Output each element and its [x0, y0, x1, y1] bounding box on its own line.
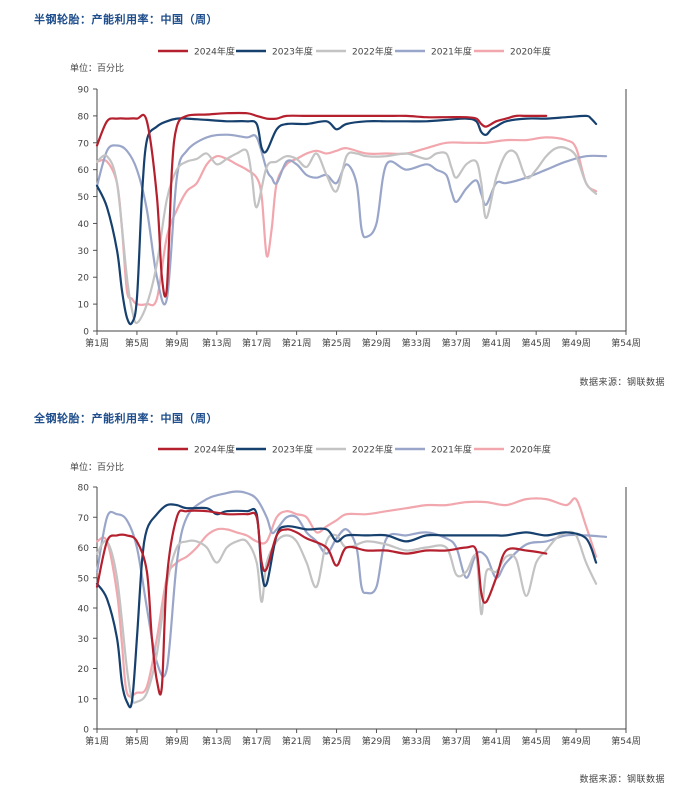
y-tick-label-2-7: 70 — [78, 514, 90, 524]
x-tick-label-1-3: 第13周 — [202, 337, 231, 349]
legend-label-2-0: 2024年度 — [194, 444, 235, 456]
unit-label-1: 单位：百分比 — [70, 62, 124, 74]
x-tick-label-1-8: 第33周 — [402, 337, 431, 349]
legend-label-1-3: 2021年度 — [431, 46, 472, 58]
legend-label-2-1: 2023年度 — [272, 444, 313, 456]
y-tick-label-2-1: 10 — [78, 695, 90, 705]
x-tick-label-2-10: 第41周 — [482, 735, 511, 747]
series-line-1-1 — [95, 114, 598, 326]
unit-label-2: 单位：百分比 — [70, 461, 124, 473]
legend-label-1-1: 2023年度 — [272, 46, 313, 58]
y-tick-label-1-5: 50 — [78, 193, 90, 203]
y-tick-label-1-3: 30 — [78, 247, 90, 257]
x-tick-label-1-6: 第25周 — [322, 337, 351, 349]
y-tick-label-2-8: 80 — [78, 484, 90, 494]
x-tick-label-2-11: 第45周 — [521, 735, 550, 747]
series-line-1-0 — [95, 111, 548, 298]
x-tick-label-1-2: 第9周 — [165, 337, 189, 349]
source-note-2: 数据来源：钢联数据 — [579, 775, 665, 785]
x-tick-label-2-5: 第21周 — [282, 735, 311, 747]
y-tick-label-2-4: 40 — [78, 605, 90, 615]
legend-label-1-0: 2024年度 — [194, 46, 235, 58]
x-tick-label-2-13: 第54周 — [611, 735, 640, 747]
x-tick-label-2-1: 第5周 — [125, 735, 149, 747]
x-tick-label-1-10: 第41周 — [482, 337, 511, 349]
y-tick-label-2-6: 60 — [78, 544, 90, 554]
x-tick-label-2-3: 第13周 — [202, 735, 231, 747]
legend-label-1-2: 2022年度 — [352, 46, 393, 58]
x-tick-label-1-12: 第49周 — [561, 337, 590, 349]
legend-label-2-3: 2021年度 — [431, 444, 472, 456]
x-tick-label-1-7: 第29周 — [362, 337, 391, 349]
x-tick-label-2-6: 第25周 — [322, 735, 351, 747]
x-tick-label-1-0: 第1周 — [85, 337, 109, 349]
source-note-1: 数据来源：钢联数据 — [579, 378, 665, 388]
x-tick-label-2-12: 第49周 — [561, 735, 590, 747]
y-tick-label-2-2: 20 — [78, 665, 90, 675]
y-tick-label-1-6: 60 — [78, 166, 90, 176]
x-tick-label-1-5: 第21周 — [282, 337, 311, 349]
series-line-2-4 — [95, 497, 598, 698]
x-tick-label-1-11: 第45周 — [521, 337, 550, 349]
x-tick-label-2-0: 第1周 — [85, 735, 109, 747]
y-tick-label-1-7: 70 — [78, 139, 90, 149]
y-tick-label-1-2: 20 — [78, 274, 90, 284]
y-tick-label-2-3: 30 — [78, 635, 90, 645]
y-tick-label-1-4: 40 — [78, 220, 90, 230]
legend-label-2-2: 2022年度 — [352, 444, 393, 456]
x-tick-label-2-8: 第33周 — [402, 735, 431, 747]
x-tick-label-1-4: 第17周 — [242, 337, 271, 349]
y-tick-label-2-0: 0 — [83, 726, 89, 736]
x-tick-label-2-2: 第9周 — [165, 735, 189, 747]
chart-title-2: 全钢轮胎：产能利用率：中国（周） — [34, 412, 218, 425]
y-tick-label-1-9: 90 — [78, 86, 90, 96]
x-tick-label-2-4: 第17周 — [242, 735, 271, 747]
x-tick-label-2-9: 第37周 — [442, 735, 471, 747]
y-tick-label-2-5: 50 — [78, 574, 90, 584]
y-tick-label-1-8: 80 — [78, 112, 90, 122]
x-tick-label-1-13: 第54周 — [611, 337, 640, 349]
y-tick-label-1-0: 0 — [83, 328, 89, 338]
chart-title-1: 半钢轮胎：产能利用率：中国（周） — [34, 13, 218, 26]
series-line-2-1 — [95, 503, 598, 709]
series-line-1-2 — [95, 146, 598, 325]
legend-label-1-4: 2020年度 — [510, 46, 551, 58]
x-tick-label-2-7: 第29周 — [362, 735, 391, 747]
series-line-2-0 — [95, 509, 548, 696]
x-tick-label-1-9: 第37周 — [442, 337, 471, 349]
y-tick-label-1-1: 10 — [78, 301, 90, 311]
x-tick-label-1-1: 第5周 — [125, 337, 149, 349]
series-line-2-3 — [95, 490, 608, 678]
legend-label-2-4: 2020年度 — [510, 444, 551, 456]
